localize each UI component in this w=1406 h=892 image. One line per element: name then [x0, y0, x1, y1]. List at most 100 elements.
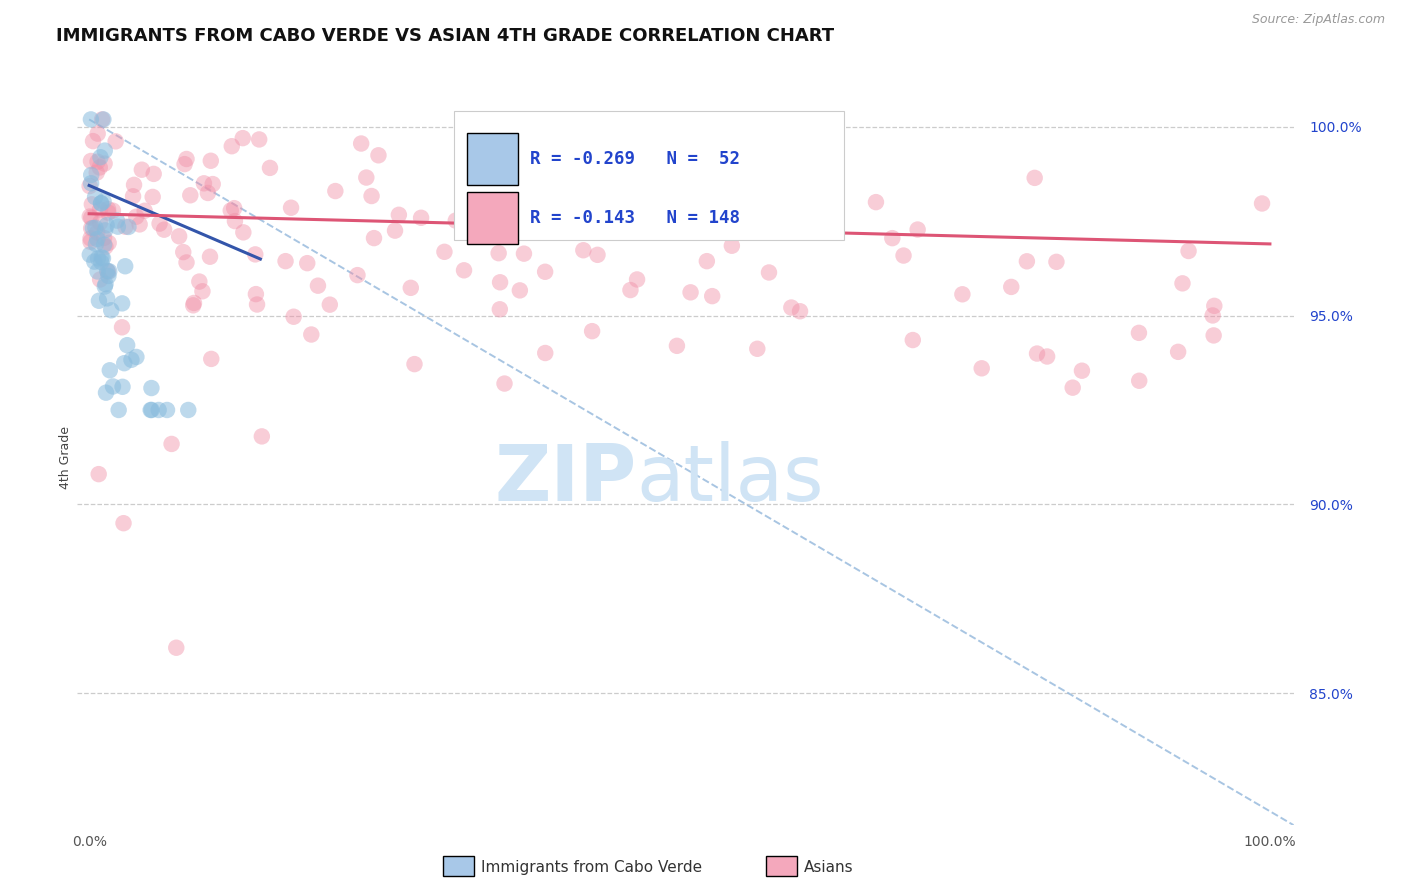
- Point: [200, 351, 222, 366]
- Point: [747, 342, 769, 356]
- Point: [200, 153, 222, 168]
- Point: [581, 324, 603, 338]
- Point: [89, 202, 111, 217]
- Point: [90, 250, 112, 264]
- Point: [84, 190, 107, 204]
- Point: [494, 376, 516, 391]
- Point: [107, 219, 129, 234]
- Point: [534, 346, 557, 360]
- Point: [247, 132, 270, 146]
- Point: [80, 221, 103, 235]
- Point: [865, 195, 887, 210]
- Point: [97, 268, 120, 283]
- Point: [86, 226, 108, 240]
- Point: [179, 188, 201, 202]
- Point: [83, 254, 105, 268]
- Point: [1202, 328, 1225, 343]
- Point: [176, 152, 198, 166]
- Point: [120, 352, 142, 367]
- FancyBboxPatch shape: [467, 193, 517, 244]
- Point: [87, 252, 110, 266]
- FancyBboxPatch shape: [467, 133, 517, 185]
- Point: [444, 213, 467, 227]
- Point: [80, 153, 103, 168]
- Point: [176, 255, 198, 269]
- Text: IMMIGRANTS FROM CABO VERDE VS ASIAN 4TH GRADE CORRELATION CHART: IMMIGRANTS FROM CABO VERDE VS ASIAN 4TH …: [56, 27, 834, 45]
- Text: Source: ZipAtlas.com: Source: ZipAtlas.com: [1251, 13, 1385, 27]
- Text: atlas: atlas: [637, 442, 824, 517]
- Point: [201, 177, 224, 191]
- Point: [1128, 326, 1150, 340]
- Point: [520, 210, 543, 224]
- Point: [131, 162, 153, 177]
- Point: [557, 179, 579, 194]
- Point: [94, 240, 117, 254]
- Point: [114, 259, 136, 273]
- Point: [96, 218, 118, 232]
- Point: [86, 166, 108, 180]
- Point: [509, 284, 531, 298]
- Point: [107, 403, 129, 417]
- FancyBboxPatch shape: [454, 112, 844, 240]
- Point: [363, 231, 385, 245]
- Point: [346, 268, 368, 282]
- Point: [97, 264, 120, 278]
- Point: [167, 229, 190, 244]
- Point: [789, 304, 811, 318]
- Point: [94, 277, 117, 291]
- Point: [117, 219, 139, 234]
- Point: [80, 176, 103, 190]
- Point: [433, 244, 456, 259]
- Point: [534, 265, 557, 279]
- Point: [620, 190, 643, 204]
- Point: [299, 327, 322, 342]
- Point: [79, 179, 101, 194]
- Point: [1015, 254, 1038, 268]
- Point: [94, 385, 117, 400]
- Point: [90, 255, 112, 269]
- Point: [98, 363, 121, 377]
- Point: [907, 222, 929, 236]
- Point: [93, 237, 115, 252]
- Point: [619, 283, 641, 297]
- Point: [524, 128, 547, 142]
- Point: [250, 429, 273, 443]
- Point: [586, 248, 609, 262]
- Point: [356, 170, 378, 185]
- Point: [721, 238, 744, 252]
- Point: [399, 281, 422, 295]
- Point: [122, 178, 145, 192]
- Point: [679, 285, 702, 300]
- Point: [1000, 280, 1022, 294]
- Point: [84, 237, 107, 252]
- Point: [970, 361, 993, 376]
- Text: R = -0.269   N =  52: R = -0.269 N = 52: [530, 150, 740, 168]
- Text: Immigrants from Cabo Verde: Immigrants from Cabo Verde: [481, 860, 702, 874]
- Point: [283, 310, 305, 324]
- Point: [758, 265, 780, 279]
- Point: [82, 221, 104, 235]
- Point: [1167, 344, 1189, 359]
- Point: [93, 156, 115, 170]
- Point: [489, 275, 512, 289]
- Point: [156, 403, 179, 417]
- Text: R = -0.143   N = 148: R = -0.143 N = 148: [530, 209, 740, 227]
- Point: [134, 203, 156, 218]
- Point: [626, 272, 648, 286]
- Point: [79, 210, 101, 224]
- Point: [297, 256, 319, 270]
- Point: [79, 231, 101, 245]
- Point: [93, 112, 115, 127]
- Point: [128, 218, 150, 232]
- Point: [80, 197, 103, 211]
- Point: [1036, 350, 1059, 364]
- Point: [572, 244, 595, 258]
- Point: [221, 139, 243, 153]
- Y-axis label: 4th Grade: 4th Grade: [59, 425, 72, 489]
- Point: [93, 194, 115, 209]
- Point: [91, 252, 114, 266]
- Point: [90, 196, 112, 211]
- Point: [111, 296, 134, 310]
- Point: [91, 112, 114, 127]
- Point: [541, 112, 564, 127]
